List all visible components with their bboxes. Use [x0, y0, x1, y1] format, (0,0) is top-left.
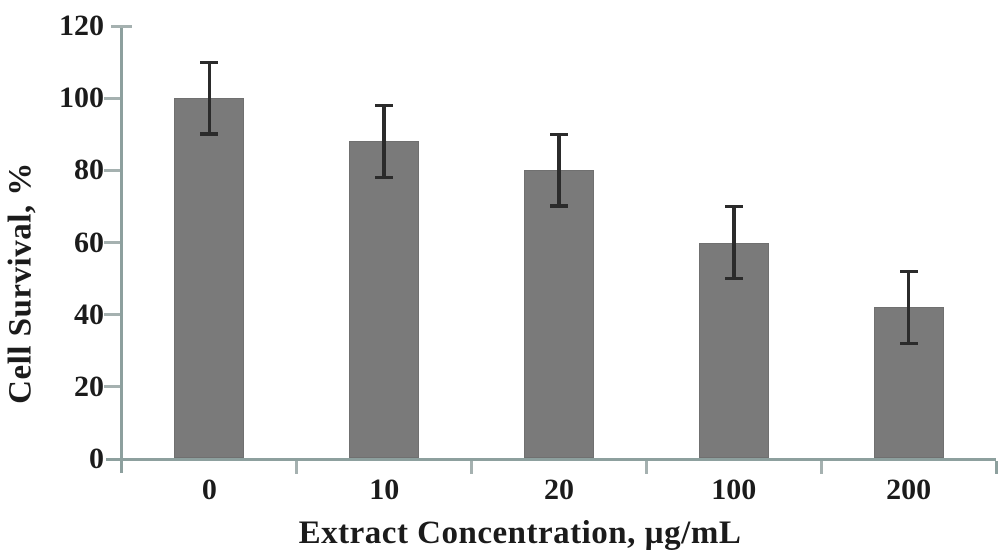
x-axis-line — [106, 458, 996, 461]
error-bar-line — [557, 134, 561, 207]
x-tick — [295, 461, 299, 474]
bar — [524, 170, 594, 458]
x-tick — [994, 461, 998, 474]
x-tick — [470, 461, 474, 474]
error-bar-cap-top — [724, 204, 743, 209]
y-tick — [104, 96, 120, 100]
bar — [174, 98, 245, 458]
error-bar-line — [732, 206, 736, 279]
error-bar-line — [382, 105, 386, 178]
error-bar-cap-top — [375, 103, 394, 108]
x-tick — [644, 461, 648, 474]
y-tick-label: 40 — [74, 297, 104, 331]
error-bar-cap-top — [899, 269, 918, 274]
x-tick-label: 10 — [369, 473, 400, 506]
x-tick — [819, 461, 823, 474]
error-bar-cap-bottom — [550, 204, 568, 208]
error-bar-cap-top — [550, 132, 568, 137]
y-tick-label: 100 — [59, 81, 104, 115]
error-bar-cap-bottom — [200, 132, 219, 136]
y-tick-label: 120 — [59, 9, 104, 42]
y-tick-label: 0 — [89, 442, 104, 475]
y-tick-label: 60 — [74, 225, 104, 259]
y-tick — [104, 385, 120, 389]
y-axis-top-tick — [111, 24, 132, 28]
x-tick-label: 100 — [711, 473, 757, 506]
y-tick — [104, 313, 120, 317]
y-tick-label: 80 — [74, 153, 104, 187]
error-bar-cap-top — [200, 60, 219, 65]
y-tick — [104, 168, 120, 172]
bar — [349, 141, 420, 458]
error-bar-cap-bottom — [375, 175, 394, 180]
x-tick-label: 0 — [201, 473, 217, 506]
y-tick — [104, 241, 120, 244]
y-axis-title: Cell Survival, % — [2, 162, 39, 404]
error-bar-cap-bottom — [724, 276, 743, 281]
error-bar-line — [207, 62, 212, 135]
y-axis-line — [120, 25, 123, 473]
error-bar-cap-bottom — [899, 341, 918, 346]
x-tick-label: 200 — [886, 473, 932, 506]
x-axis-title: Extract Concentration, µg/mL — [298, 515, 742, 551]
y-tick-label: 20 — [74, 369, 104, 403]
x-tick-label: 20 — [544, 473, 574, 506]
error-bar-line — [906, 271, 911, 344]
